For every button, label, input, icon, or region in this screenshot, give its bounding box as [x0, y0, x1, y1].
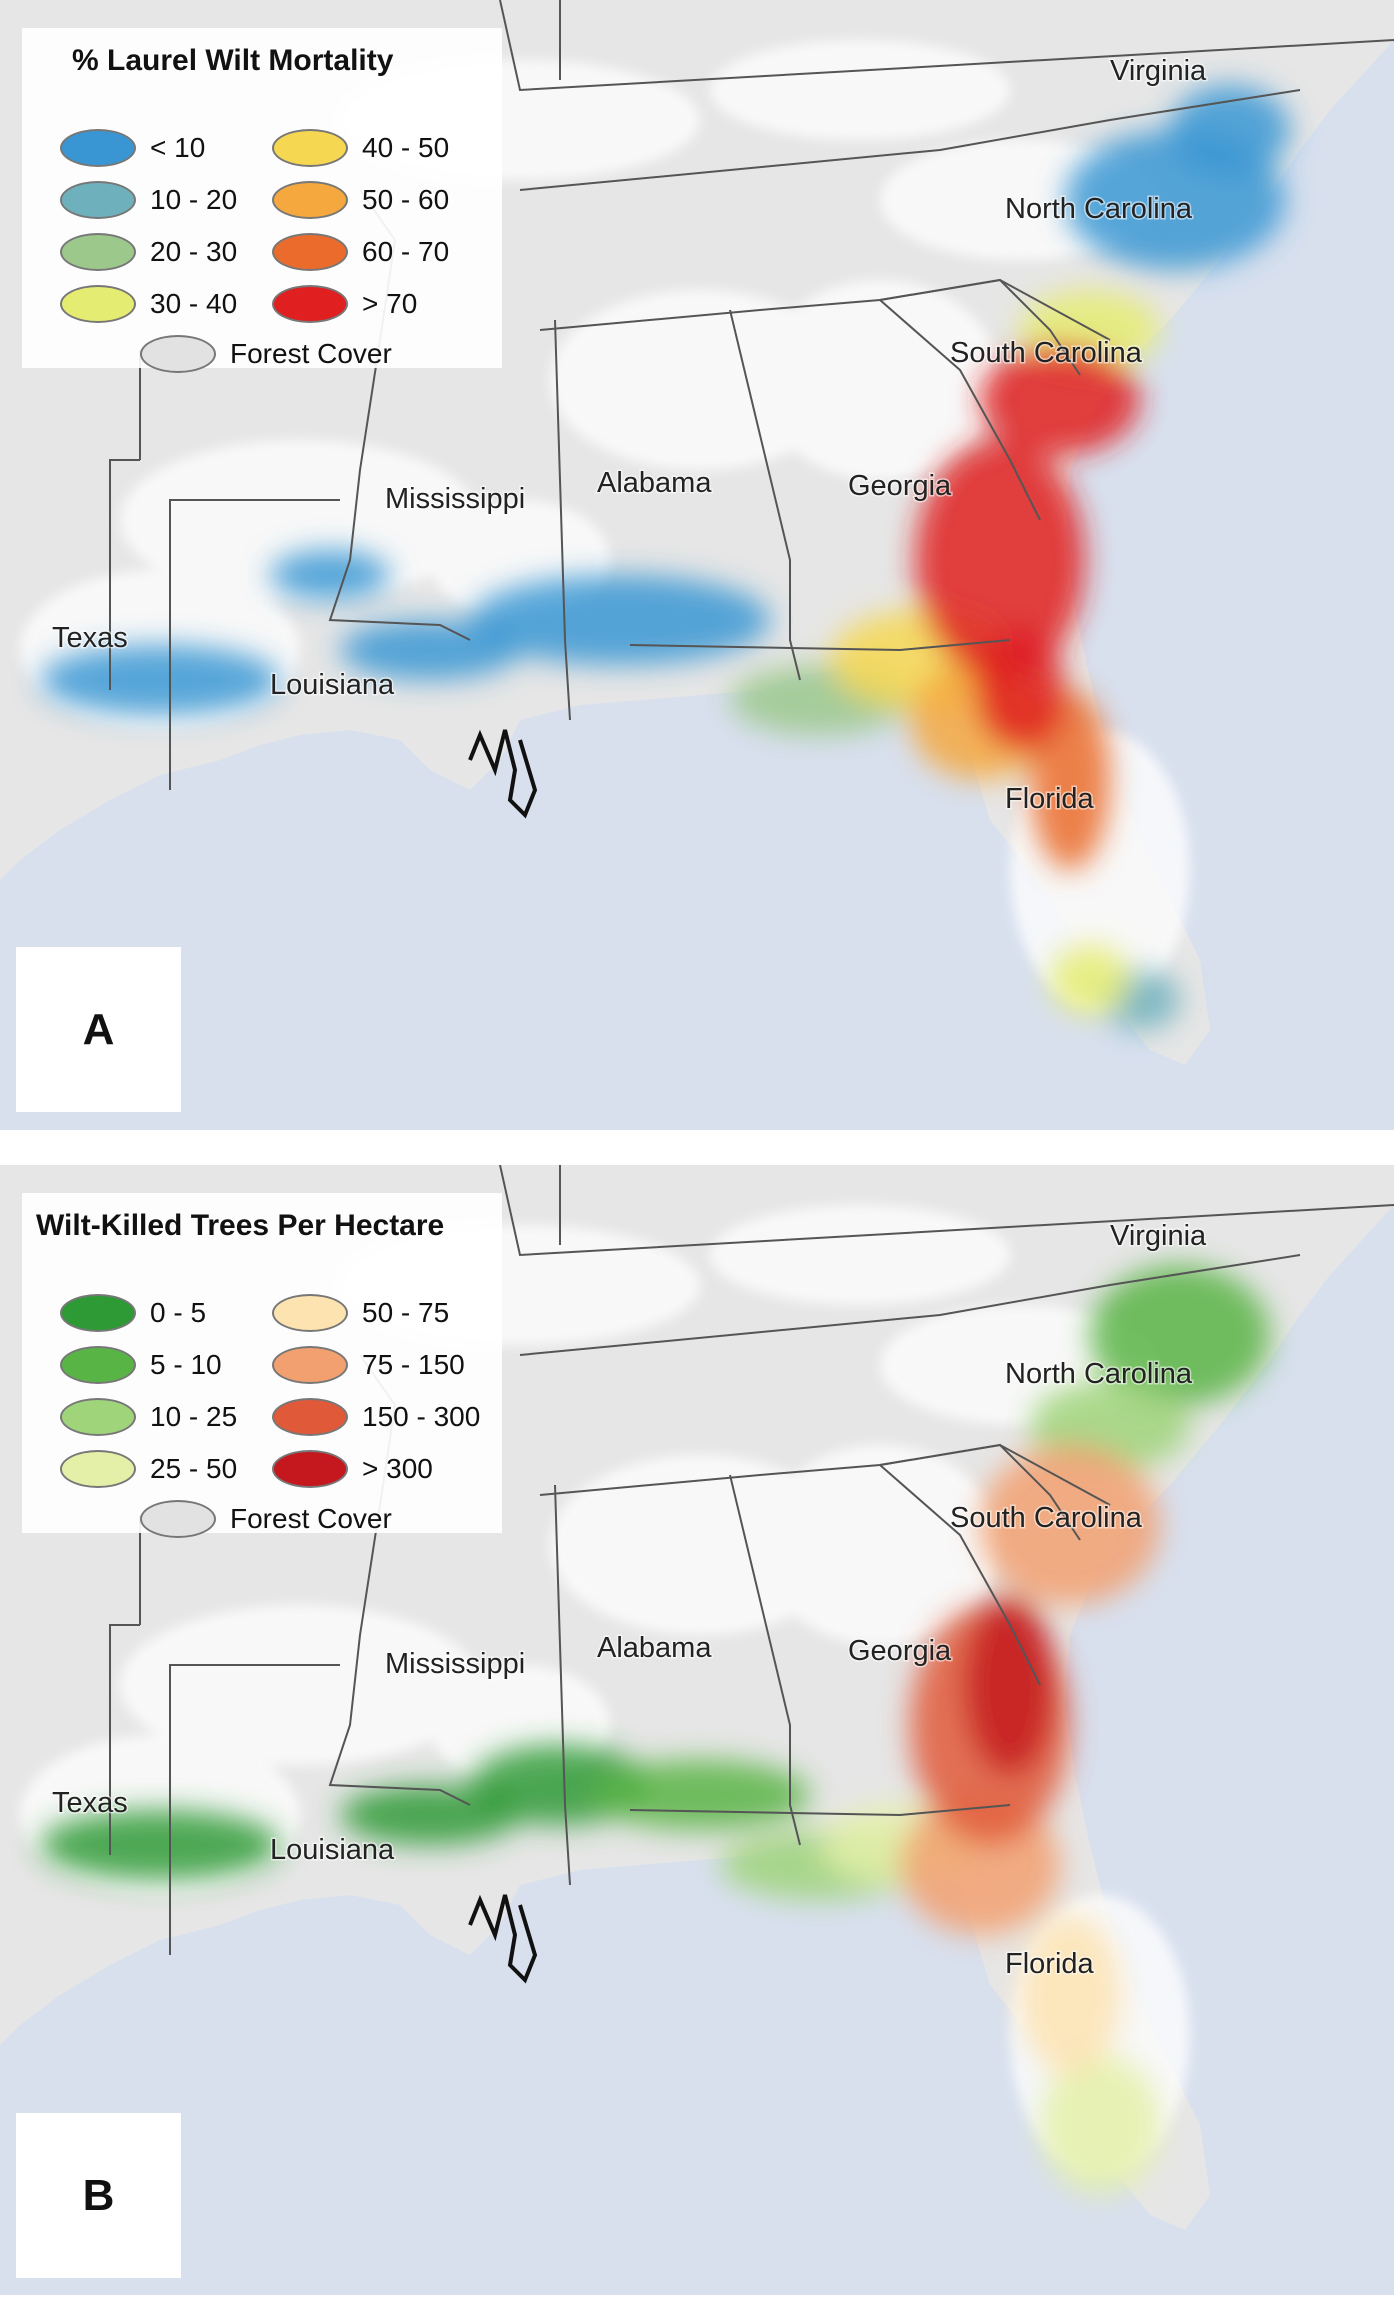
legend-item: < 10 [60, 128, 205, 168]
legend-label: 0 - 5 [150, 1297, 207, 1328]
legend-swatch [140, 1500, 216, 1538]
legend-item: 5 - 10 [60, 1345, 222, 1385]
legend-item: 0 - 5 [60, 1293, 206, 1333]
legend-swatch [60, 181, 136, 219]
legend-item: > 70 [272, 284, 417, 324]
legend-item: 150 - 300 [272, 1397, 480, 1437]
legend-label: > 300 [362, 1453, 433, 1484]
legend-swatch [60, 129, 136, 167]
map-panel-b: Virginia North Carolina South Carolina G… [0, 1165, 1394, 2295]
legend-item: 30 - 40 [60, 284, 237, 324]
map-panel-a: Virginia North Carolina South Carolina G… [0, 0, 1394, 1130]
legend-swatch [60, 285, 136, 323]
legend-label: Forest Cover [230, 338, 392, 369]
legend-label: < 10 [150, 132, 206, 163]
label-south-carolina: South Carolina [950, 337, 1143, 369]
legend-swatch [60, 233, 136, 271]
legend-item: 50 - 60 [272, 180, 449, 220]
legend-swatch [272, 1346, 348, 1384]
label-virginia: Virginia [1110, 55, 1207, 87]
label-mississippi: Mississippi [385, 483, 525, 515]
legend-swatch [272, 1398, 348, 1436]
legend-item: 75 - 150 [272, 1345, 465, 1385]
legend-label: 10 - 25 [150, 1401, 238, 1432]
legend-swatch [272, 1450, 348, 1488]
label-virginia: Virginia [1110, 1220, 1207, 1252]
label-texas: Texas [52, 1787, 128, 1819]
legend-item: 20 - 30 [60, 232, 237, 272]
legend-label: 50 - 60 [362, 184, 450, 215]
legend-swatch [60, 1294, 136, 1332]
state-borders [109, 0, 1394, 790]
legend-swatch [272, 181, 348, 219]
legend-swatch [140, 335, 216, 373]
legend-item: 25 - 50 [60, 1449, 237, 1489]
legend-label: 30 - 40 [150, 288, 238, 319]
label-mississippi: Mississippi [385, 1648, 525, 1680]
legend-item: 10 - 20 [60, 180, 237, 220]
panel-letter-b: B [82, 2170, 115, 2220]
legend-item: 40 - 50 [272, 128, 449, 168]
legend-label: 5 - 10 [150, 1349, 222, 1380]
label-texas: Texas [52, 622, 128, 654]
legend-label: 20 - 30 [150, 236, 238, 267]
legend-title: % Laurel Wilt Mortality [72, 44, 394, 77]
map-a: Virginia North Carolina South Carolina G… [0, 0, 1394, 1130]
legend-item: 50 - 75 [272, 1293, 449, 1333]
label-georgia: Georgia [848, 470, 952, 502]
legend-swatch [60, 1450, 136, 1488]
label-alabama: Alabama [597, 467, 712, 499]
legend-label: 40 - 50 [362, 132, 450, 163]
label-north-carolina: North Carolina [1005, 193, 1193, 225]
legend-trees-per-hectare: Wilt-Killed Trees Per Hectare 0 - 5 5 - … [22, 1193, 502, 1538]
panel-letter-box: B [16, 2113, 181, 2278]
legend-item: > 300 [272, 1449, 433, 1489]
legend-label: 150 - 300 [362, 1401, 481, 1432]
legend-item: 60 - 70 [272, 232, 449, 272]
label-louisiana: Louisiana [270, 1834, 395, 1866]
mortality-overlay [40, 85, 1290, 1030]
label-north-carolina: North Carolina [1005, 1358, 1193, 1390]
legend-swatch [60, 1346, 136, 1384]
legend-label: 10 - 20 [150, 184, 238, 215]
legend-label: 25 - 50 [150, 1453, 238, 1484]
legend-item: Forest Cover [140, 1499, 392, 1539]
legend-title: Wilt-Killed Trees Per Hectare [36, 1209, 445, 1242]
gulf-coastline [468, 1894, 538, 1984]
label-florida: Florida [1005, 1948, 1095, 1980]
label-georgia: Georgia [848, 1635, 952, 1667]
legend-item: Forest Cover [140, 334, 392, 374]
legend-label: > 70 [362, 288, 418, 319]
legend-item: 10 - 25 [60, 1397, 237, 1437]
panel-letter-box: A [16, 947, 181, 1112]
legend-label: Forest Cover [230, 1503, 392, 1534]
legend-label: 60 - 70 [362, 236, 450, 267]
panel-letter-a: A [82, 1004, 115, 1054]
legend-swatch [272, 233, 348, 271]
legend-swatch [272, 129, 348, 167]
legend-swatch [272, 285, 348, 323]
legend-label: 75 - 150 [362, 1349, 465, 1380]
legend-swatch [60, 1398, 136, 1436]
legend-label: 50 - 75 [362, 1297, 450, 1328]
legend-swatch [272, 1294, 348, 1332]
label-south-carolina: South Carolina [950, 1502, 1143, 1534]
gulf-coastline [468, 729, 538, 819]
label-louisiana: Louisiana [270, 669, 395, 701]
label-alabama: Alabama [597, 1632, 712, 1664]
legend-mortality: % Laurel Wilt Mortality < 10 10 - 20 20 … [22, 28, 502, 373]
label-florida: Florida [1005, 783, 1095, 815]
